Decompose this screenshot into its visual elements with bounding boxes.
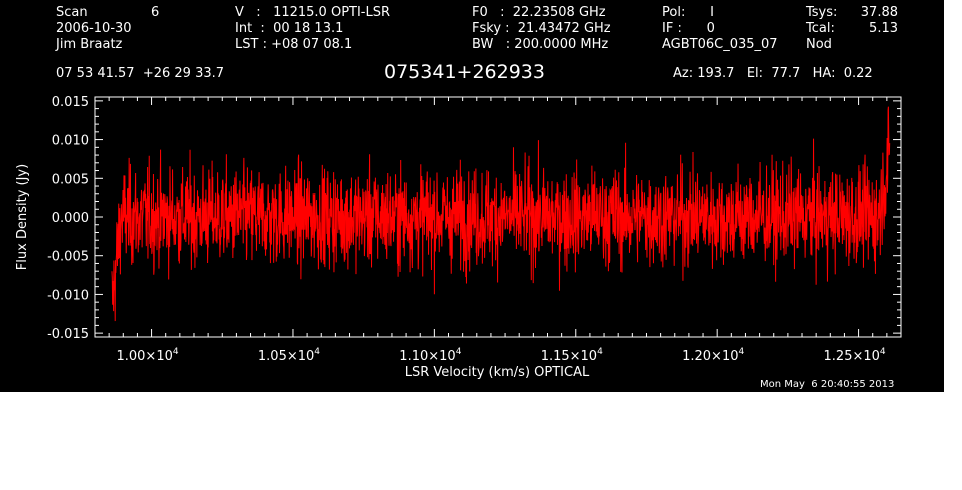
x-tick-label: 1.10×104 [399, 347, 461, 364]
nod-mode: Nod [806, 37, 832, 52]
x-tick-label: 1.25×104 [824, 347, 886, 364]
if-readout: IF : 0 [662, 21, 715, 36]
bandwidth-readout: BW : 200.0000 MHz [472, 37, 609, 52]
x-tick-label: 1.15×104 [541, 347, 603, 364]
scan-number: 6 [151, 5, 160, 20]
tcal-value: 5.13 [869, 21, 898, 36]
source-coordinates: 07 53 41.57 +26 29 33.7 [56, 66, 225, 81]
observation-date: 2006-10-30 [56, 21, 132, 36]
y-tick-label: -0.015 [47, 327, 89, 342]
observer-name: Jim Braatz [56, 37, 123, 52]
tsys-label: Tsys: [806, 5, 838, 20]
sky-frequency-readout: Fsky : 21.43472 GHz [472, 21, 611, 36]
spectrum-plot-panel: Scan 6 2006-10-30 Jim Braatz V : 11215.0… [0, 0, 944, 392]
polarization-readout: Pol: I [662, 5, 714, 20]
x-tick-label: 1.00×104 [116, 347, 178, 364]
integration-readout: Int : 00 18 13.1 [235, 21, 344, 36]
x-axis-label: LSR Velocity (km/s) OPTICAL [405, 365, 590, 380]
tsys-value: 37.88 [860, 5, 898, 20]
y-tick-label: 0.015 [52, 95, 89, 110]
x-tick-label: 1.20×104 [682, 347, 744, 364]
y-axis-label: Flux Density (Jy) [15, 164, 30, 270]
lst-readout: LST : +08 07 08.1 [235, 37, 353, 52]
y-tick-label: -0.010 [47, 288, 89, 303]
y-tick-label: 0.005 [52, 172, 89, 187]
project-id: AGBT06C_035_07 [662, 37, 778, 52]
scan-label: Scan [56, 5, 88, 20]
az-el-ha-readout: Az: 193.7 El: 77.7 HA: 0.22 [673, 66, 873, 81]
trace-layer [111, 106, 891, 322]
rest-frequency-readout: F0 : 22.23508 GHz [472, 5, 606, 20]
y-tick-label: 0.000 [52, 211, 89, 226]
tcal-label: Tcal: [806, 21, 835, 36]
x-tick-label: 1.05×104 [258, 347, 320, 364]
plot-timestamp: Mon May 6 20:40:55 2013 [760, 379, 895, 390]
y-tick-label: 0.010 [52, 134, 89, 149]
y-tick-label: -0.005 [47, 250, 89, 265]
velocity-readout: V : 11215.0 OPTI-LSR [235, 5, 391, 20]
source-name: 075341+262933 [384, 61, 545, 83]
spectrum-chart: -0.015 -0.010 -0.005 0.000 0.005 0.010 0.015 1.… [15, 95, 902, 380]
ticks-layer: -0.015 -0.010 -0.005 0.000 0.005 0.010 0.015 1.… [47, 95, 902, 364]
flux-density-trace [111, 106, 891, 322]
